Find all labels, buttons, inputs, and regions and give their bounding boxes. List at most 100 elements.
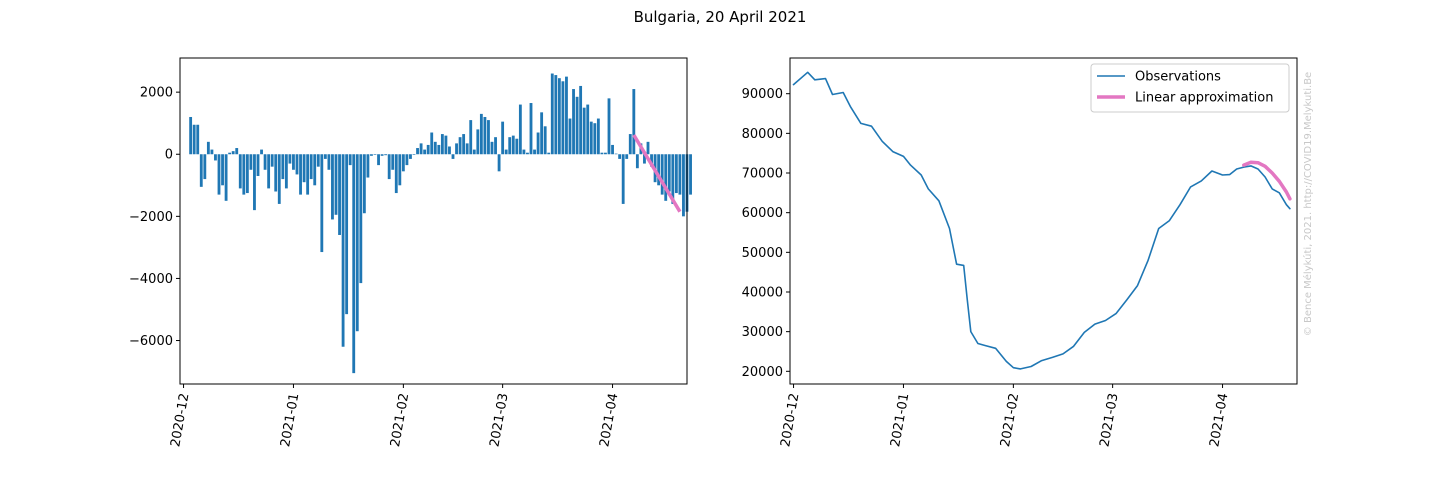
bar <box>373 154 377 155</box>
bar <box>490 141 494 155</box>
bar <box>487 120 490 155</box>
y-tick-label: 90000 <box>742 87 783 102</box>
bar <box>214 154 217 161</box>
bar <box>352 154 356 374</box>
bar <box>582 107 586 155</box>
bar <box>504 149 508 155</box>
bar <box>189 116 193 155</box>
legend-label: Linear approximation <box>1135 91 1273 106</box>
right-plot-frame <box>789 57 1298 385</box>
bar <box>540 112 544 155</box>
bar <box>387 154 391 180</box>
bar <box>292 154 295 170</box>
bar <box>196 124 200 155</box>
x-tick-label: 2021-01 <box>278 392 302 448</box>
bar <box>260 149 263 155</box>
right-x-axis: 2020-12 2021-01 2021-02 2021-03 2021-04 <box>778 384 1231 448</box>
y-tick-label: 80000 <box>742 127 783 142</box>
y-tick-label: −4000 <box>129 272 173 287</box>
bar <box>511 135 515 155</box>
bar <box>621 154 625 204</box>
bar <box>469 120 473 155</box>
linear-approximation-line <box>1242 160 1292 201</box>
bar <box>664 154 668 201</box>
bar <box>295 154 299 175</box>
y-tick-label: 70000 <box>742 167 783 182</box>
bar <box>306 154 310 195</box>
bar <box>596 118 600 155</box>
bar <box>359 154 363 284</box>
bar <box>430 132 434 155</box>
bar <box>682 154 685 217</box>
bar <box>472 149 476 155</box>
bar <box>320 154 324 253</box>
bar <box>394 154 398 194</box>
x-tick-label: 2021-02 <box>388 392 412 448</box>
bar <box>674 154 678 194</box>
bar <box>323 154 327 159</box>
bar <box>508 137 512 155</box>
bar <box>518 104 522 155</box>
y-tick-label: −6000 <box>129 334 173 349</box>
bar <box>635 154 639 169</box>
bar <box>419 143 423 155</box>
bar <box>249 154 253 170</box>
y-tick-label: 20000 <box>742 365 783 380</box>
bar <box>628 134 632 155</box>
y-tick-label: 50000 <box>742 246 783 261</box>
x-tick-label: 2020-12 <box>778 392 802 448</box>
bar <box>611 144 614 155</box>
bar <box>253 154 256 211</box>
bar <box>391 154 395 170</box>
bar <box>579 85 583 155</box>
credit-watermark: © Bence Mélykúti, 2021. http://COVID19.M… <box>1302 72 1314 336</box>
bar <box>409 154 412 159</box>
bar <box>270 154 274 167</box>
bar <box>341 154 345 347</box>
x-tick-label: 2021-04 <box>597 392 621 448</box>
bar <box>646 141 650 155</box>
legend-box <box>1090 63 1290 113</box>
bar <box>412 154 416 155</box>
bar <box>242 154 246 195</box>
bar <box>586 104 590 155</box>
daily-change-bar-chart: 2000 0 −2000 −4000 −6000 2020-12 2021-01 2021-… <box>129 57 692 448</box>
bar <box>235 148 239 155</box>
bar <box>370 154 373 156</box>
bar <box>448 146 451 155</box>
bar <box>355 154 359 332</box>
bar-series <box>189 73 692 374</box>
bar <box>380 154 384 156</box>
bar <box>245 154 249 194</box>
bar <box>458 137 462 155</box>
bar <box>199 154 203 187</box>
bar <box>334 154 338 215</box>
bar <box>362 154 366 214</box>
bar <box>451 154 455 159</box>
bar <box>483 116 487 155</box>
bar <box>309 154 313 180</box>
figure-title: Bulgaria, 20 April 2021 <box>634 8 807 26</box>
bar <box>589 121 593 155</box>
bar <box>618 154 622 159</box>
bar <box>575 96 579 155</box>
bar <box>678 154 682 195</box>
bar <box>557 78 561 155</box>
bar <box>398 154 402 186</box>
bar <box>327 154 331 170</box>
bar <box>203 154 207 180</box>
bar <box>217 154 221 195</box>
x-tick-label: 2021-02 <box>998 392 1022 448</box>
bar <box>224 154 228 201</box>
x-tick-label: 2020-12 <box>168 392 192 448</box>
bar <box>416 148 419 155</box>
bar <box>192 124 196 155</box>
bar <box>554 75 558 155</box>
bar <box>497 154 501 172</box>
observations-line <box>792 71 1291 370</box>
bar <box>281 154 285 180</box>
line-series <box>792 71 1292 370</box>
bar <box>331 154 334 220</box>
bar <box>565 76 568 155</box>
bar <box>338 154 341 235</box>
